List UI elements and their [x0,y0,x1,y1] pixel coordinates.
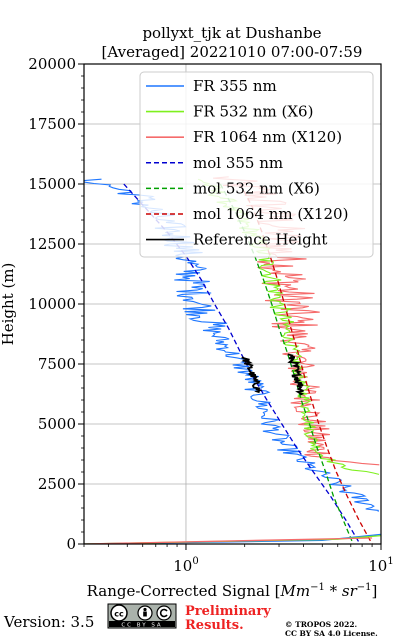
by-icon-body [143,611,147,617]
x-axis-label-suffix: ] [372,582,378,600]
y-tick-label: 20000 [28,55,76,73]
sa-icon-arrow [159,608,168,618]
cc-badge-strip [109,621,175,627]
x-axis-label-unit-exp1: −1 [310,582,325,593]
legend-label: mol 1064 nm (X120) [193,205,348,223]
x-axis-label-prefix: Range-Corrected Signal [ [87,582,281,600]
y-tick-label: 2500 [38,475,76,493]
cc-badge-label: CC BY SA [121,623,162,629]
copyright-line2: CC BY SA 4.0 License. [285,629,378,638]
y-tick-label: 10000 [28,295,76,313]
reference-height-segment [287,353,305,396]
y-tick-label: 12500 [28,235,76,253]
legend: FR 355 nm FR 532 nm (X6) FR 1064 nm (X120)… [139,71,374,258]
cc-icon [110,604,128,622]
y-tick-label: 15000 [28,175,76,193]
x-axis-label-unit: Mm [280,582,311,600]
cc-icon-glyph: cc [114,610,124,619]
copyright-line1: © TROPOS 2022. [285,620,357,629]
x-axis-label-unit-exp2: −1 [357,582,372,593]
y-tick-label: 0 [66,535,76,553]
x-axis-label: Range-Corrected Signal [Mm−1 * sr−1] [87,582,378,600]
x-tick-label: 100 [173,556,198,575]
legend-label: FR 355 nm [193,77,277,95]
y-tick-label: 7500 [38,355,76,373]
legend-label: FR 1064 nm (X120) [193,128,342,146]
x-tick-label-exp: 1 [387,556,393,567]
near-surface-line [84,537,373,544]
by-icon-head [143,607,147,612]
series-line-6 [240,356,263,394]
version-text: Version: 3.5 [3,613,94,631]
legend-label: mol 355 nm [193,154,283,172]
legend-label: Reference Height [193,231,327,249]
y-tick-label: 5000 [38,415,76,433]
legend-label: FR 532 nm (X6) [193,103,313,121]
x-axis-label-unit-mult: * sr [325,582,358,600]
chart-title-line1: pollyxt_tjk at Dushanbe [142,24,321,42]
legend-box [139,71,374,258]
x-tick-label-base: 10 [368,557,387,575]
preliminary-line1: Preliminary [185,604,271,619]
sa-icon [156,605,172,621]
ticks: 0250050007500100001250015000175002000010… [28,55,393,575]
preliminary-line2: Results. [185,618,244,633]
x-tick-label-exp: 0 [192,556,198,567]
cc-license-badge: cc CC BY SA [107,603,177,629]
x-tick-label-base: 10 [173,557,192,575]
y-axis-label: Height (m) [0,263,17,346]
y-tick-label: 17500 [28,115,76,133]
x-tick-label: 101 [368,556,393,575]
legend-label: mol 532 nm (X6) [193,179,320,197]
chart-title-line2: [Averaged] 20221010 07:00-07:59 [102,43,363,61]
